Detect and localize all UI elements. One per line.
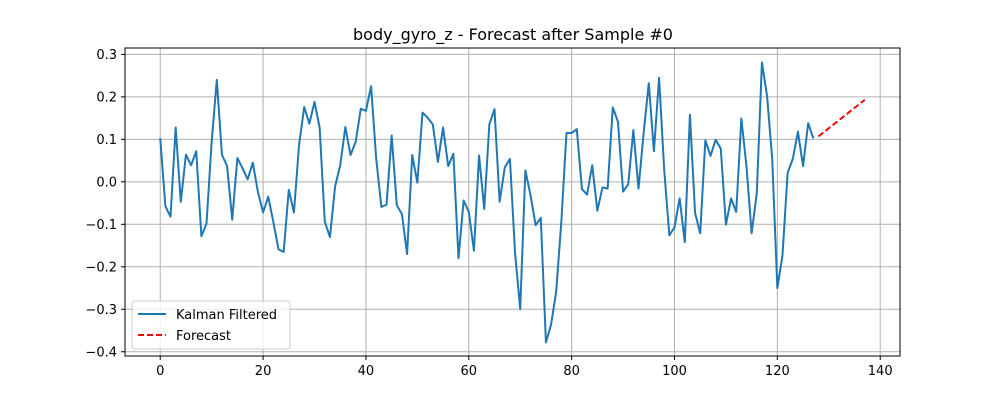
- x-tick-label: 120: [765, 364, 790, 379]
- plot-frame: [124, 47, 901, 357]
- x-tick-label: 60: [461, 364, 478, 379]
- y-tick-label: 0.0: [96, 175, 117, 190]
- x-tick-label: 0: [156, 364, 164, 379]
- legend: Kalman Filtered Forecast: [131, 300, 291, 350]
- y-tick-label: 0.3: [96, 48, 117, 63]
- axes: 0 20 40 60 80 100 120 140 −0.4 −0.3 −0.2 −0.1 0.0 0.1…: [85, 48, 892, 379]
- x-tick-label: 40: [358, 364, 375, 379]
- y-tick-label: 0.2: [96, 90, 117, 105]
- y-tick-label: −0.3: [85, 303, 117, 318]
- x-tick-label: 100: [662, 364, 687, 379]
- grid: [125, 48, 900, 356]
- series-line-kalman-filtered: [159, 61, 815, 344]
- y-tick-label: −0.4: [85, 345, 117, 360]
- legend-label-forecast: Forecast: [176, 329, 231, 344]
- x-tick-label: 20: [255, 364, 272, 379]
- y-tick-label: −0.2: [85, 260, 117, 275]
- legend-box: [131, 300, 291, 350]
- y-tick-label: −0.1: [85, 218, 117, 233]
- chart-title: body_gyro_z - Forecast after Sample #0: [353, 25, 673, 45]
- series-area: [159, 61, 866, 344]
- x-tick-label: 140: [868, 364, 893, 379]
- legend-label-kalman-filtered: Kalman Filtered: [176, 308, 277, 323]
- x-tick-label: 80: [563, 364, 580, 379]
- series-line-forecast: [817, 99, 866, 138]
- y-tick-label: 0.1: [96, 133, 117, 148]
